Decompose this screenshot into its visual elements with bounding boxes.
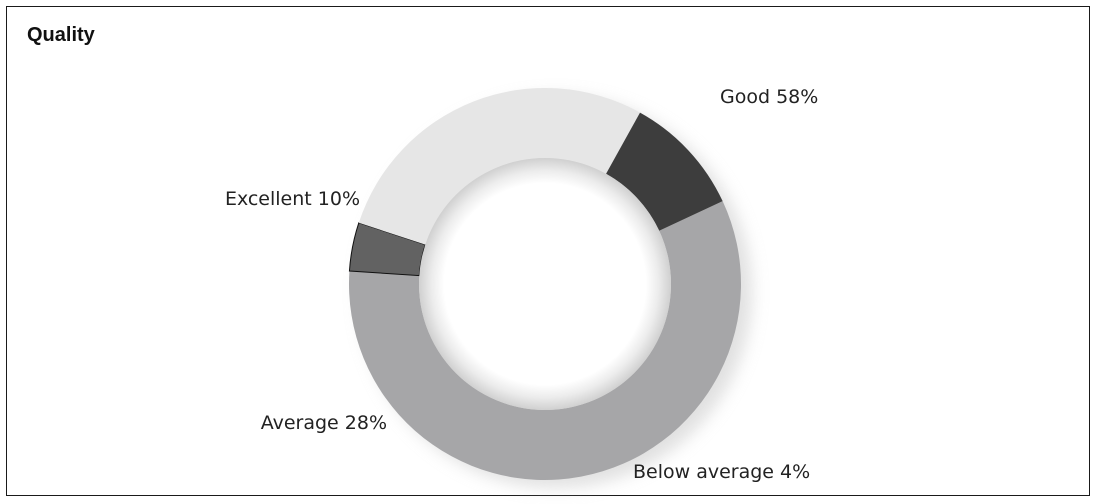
slice-average bbox=[358, 87, 641, 245]
slices-group bbox=[348, 87, 741, 480]
slice-label-average: Average 28% bbox=[261, 412, 387, 434]
slice-good bbox=[348, 201, 741, 480]
slice-label-excellent: Excellent 10% bbox=[225, 188, 360, 210]
slice-label-below-average: Below average 4% bbox=[633, 461, 810, 483]
slice-label-good: Good 58% bbox=[720, 86, 818, 108]
chart-title: Quality bbox=[27, 24, 95, 46]
slice-excellent bbox=[606, 112, 723, 231]
labels-group: Good 58% Below average 4% Average 28% Excel… bbox=[225, 86, 818, 483]
donut-hole-center bbox=[447, 186, 643, 382]
